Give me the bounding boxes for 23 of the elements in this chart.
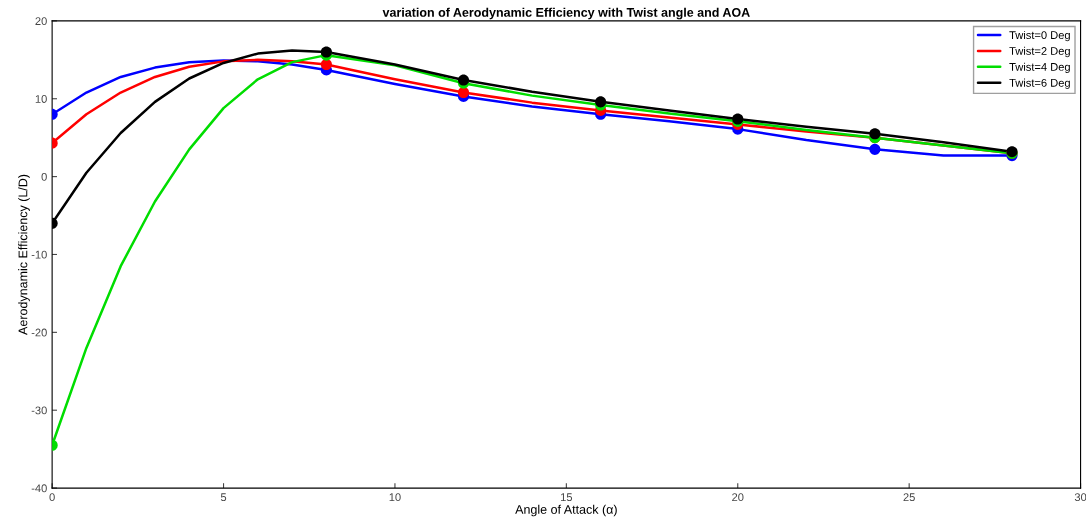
- x-tick-label: 10: [389, 493, 401, 502]
- x-tick-label: 0: [49, 493, 55, 502]
- y-tick-label: -40: [31, 484, 47, 493]
- x-tick-label: 30: [1074, 493, 1086, 502]
- legend-label: Twist=0 Deg: [1009, 30, 1070, 42]
- y-tick-label: -10: [31, 250, 47, 259]
- legend-label: Twist=4 Deg: [1009, 62, 1070, 74]
- x-axis-title: Angle of Attack (α): [515, 504, 617, 517]
- y-tick-label: 10: [35, 95, 47, 103]
- point: [869, 143, 881, 155]
- y-axis-title: Aerodynamic Efficiency (L/D): [18, 174, 30, 335]
- x-tick-label: 20: [732, 493, 744, 502]
- point: [869, 128, 881, 140]
- x-tick-label: 5: [220, 493, 227, 502]
- chart-title: variation of Aerodynamic Efficiency with Twist angle and AOA: [382, 7, 750, 20]
- x-tick-label: 15: [561, 493, 573, 502]
- legend-label: Twist=6 Deg: [1009, 78, 1070, 89]
- legend-label: Twist=2 Deg: [1009, 46, 1070, 58]
- x-tick-label: 25: [903, 493, 915, 502]
- y-tick-label: -20: [31, 328, 47, 337]
- y-tick-label: 20: [35, 17, 47, 26]
- y-tick-label: -30: [31, 406, 47, 415]
- y-tick-label: 0: [41, 172, 47, 181]
